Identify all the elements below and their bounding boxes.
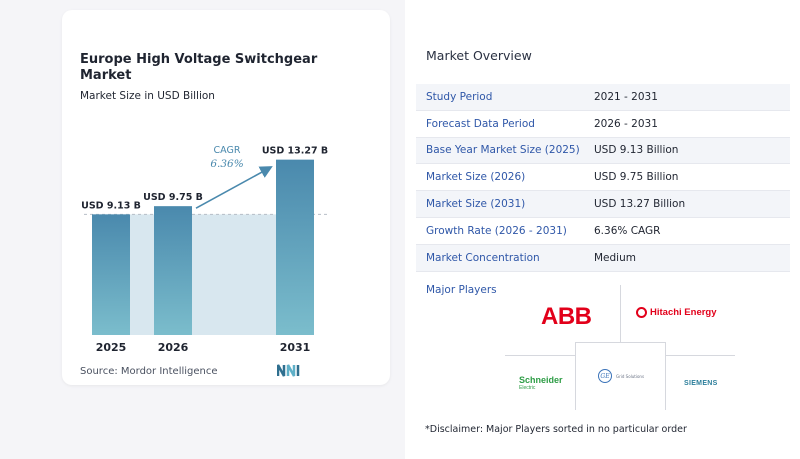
players-title: Major Players (426, 284, 497, 296)
data-label-2031: USD 13.27 B (262, 146, 328, 157)
chart-subtitle: Market Size in USD Billion (80, 90, 215, 102)
overview-title: Market Overview (426, 48, 532, 63)
overview-key: Market Size (2031) (426, 198, 526, 211)
overview-row: Base Year Market Size (2025) USD 9.13 Bil… (416, 137, 790, 165)
overview-row: Study Period 2021 - 2031 (416, 84, 790, 111)
grid-divider (575, 342, 665, 343)
siemens-logo: SIEMENS (684, 380, 718, 387)
x-tick-2026: 2026 (158, 341, 189, 354)
overview-table: Study Period 2021 - 2031 Forecast Data Per… (416, 84, 790, 272)
overview-key: Market Size (2026) (426, 171, 526, 184)
cagr-label: CAGR (214, 145, 241, 156)
chart-title: Europe High Voltage Switchgear Market (80, 52, 318, 83)
grid-divider (665, 355, 735, 356)
mordor-intelligence-logo-icon (277, 364, 300, 377)
grid-divider (505, 355, 575, 356)
hitachi-energy-logo: Hitachi Energy (636, 307, 717, 318)
overview-key: Study Period (426, 90, 493, 103)
players-grid (505, 285, 735, 410)
grid-divider (575, 342, 576, 410)
ge-grid-solutions-logo: GE Grid Solutions (598, 369, 644, 383)
abb-logo: ABB (541, 303, 592, 330)
cagr-value: 6.36% (210, 158, 243, 170)
cagr-arrow (195, 166, 273, 209)
overview-value: USD 9.13 Billion (594, 144, 679, 157)
overview-value: Medium (594, 251, 636, 264)
data-label-2026: USD 9.75 B (143, 192, 203, 203)
ge-monogram-icon: GE (598, 369, 612, 383)
hitachi-mark-icon (636, 307, 647, 318)
overview-value: 6.36% CAGR (594, 224, 661, 237)
overview-value: USD 9.75 Billion (594, 171, 679, 184)
bar-chart: USD 9.13 B 2025 USD 9.75 B 2026 USD 13.27 B 2… (81, 145, 328, 354)
overview-value: 2026 - 2031 (594, 117, 658, 130)
overview-key: Forecast Data Period (426, 117, 535, 130)
overview-row: Market Size (2026) USD 9.75 Billion (416, 164, 790, 192)
overview-row: Market Concentration Medium (416, 244, 790, 272)
disclaimer: *Disclaimer: Major Players sorted in no … (425, 424, 687, 435)
source-note: Source: Mordor Intelligence (80, 366, 218, 377)
bar-2025 (92, 214, 130, 335)
ge-label: Grid Solutions (616, 373, 645, 379)
overview-key: Base Year Market Size (2025) (426, 144, 580, 157)
data-label-2025: USD 9.13 B (81, 200, 141, 211)
x-tick-2025: 2025 (96, 341, 127, 354)
overview-row: Forecast Data Period 2026 - 2031 (416, 111, 790, 138)
growth-band (128, 214, 276, 335)
overview-row: Market Size (2031) USD 13.27 Billion (416, 191, 790, 218)
overview-key: Growth Rate (2026 - 2031) (426, 224, 567, 237)
bar-2026 (154, 206, 192, 335)
schneider-sub-label: Electric (519, 385, 536, 391)
overview-key: Market Concentration (426, 251, 540, 264)
overview-row: Growth Rate (2026 - 2031) 6.36% CAGR (416, 218, 790, 245)
schneider-electric-logo: Schneider Electric (519, 376, 563, 392)
grid-divider (665, 342, 666, 410)
hitachi-label: Hitachi Energy (650, 307, 717, 318)
schneider-label: Schneider (519, 375, 563, 385)
overview-value: USD 13.27 Billion (594, 198, 686, 211)
x-tick-2031: 2031 (280, 341, 311, 354)
overview-value: 2021 - 2031 (594, 90, 658, 103)
grid-divider (620, 285, 621, 342)
bar-2031 (276, 159, 314, 335)
